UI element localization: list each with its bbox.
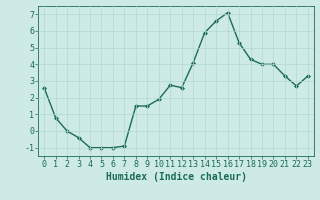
X-axis label: Humidex (Indice chaleur): Humidex (Indice chaleur) [106, 172, 246, 182]
